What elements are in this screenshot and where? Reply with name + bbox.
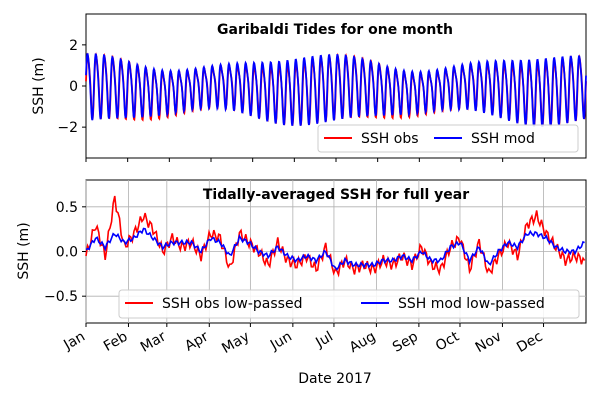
lowpass-x-tick-label: Sep (390, 329, 421, 356)
lowpass-legend-box (118, 289, 580, 319)
lowpass-x-tick-label: Feb (101, 329, 131, 355)
lowpass-title: Tidally-averaged SSH for full year (203, 187, 469, 203)
tides-legend-obs-label: SSH obs (361, 131, 419, 147)
lowpass-series-line-mod (85, 227, 585, 271)
lowpass-legend-mod-label: SSH mod low-passed (398, 296, 545, 312)
tides-y-tick-label: 2 (69, 38, 78, 54)
lowpass-y-tick-label: 0.5 (56, 200, 78, 216)
lowpass-x-tick-label: Jan (60, 329, 88, 354)
lowpass-x-tick-label: Nov (473, 329, 505, 357)
lowpass-x-tick-label: Dec (514, 329, 545, 356)
lowpass-x-tick-label: Jun (267, 329, 295, 354)
lowpass-series-line-obs (85, 195, 586, 278)
tides-legend-mod-label: SSH mod (471, 131, 535, 147)
lowpass-x-tick-label: Aug (347, 329, 379, 357)
tides-y-tick-label: −2 (57, 120, 78, 136)
lowpass-x-tick-label: Jul (312, 329, 336, 352)
lowpass-x-tick-label: May (219, 329, 252, 357)
tides-legend: SSH obs SSH mod (317, 124, 579, 153)
tides-y-tick-label: 0 (69, 79, 78, 95)
lowpass-y-axis-label: SSH (m) (16, 222, 32, 279)
lowpass-y-tick-label: 0.0 (56, 245, 78, 261)
lowpass-x-tick-label: Oct (433, 328, 462, 354)
lowpass-legend: SSH obs low-passed SSH mod low-passed (118, 289, 580, 319)
tides-series-line-mod (85, 53, 587, 127)
tides-title: Garibaldi Tides for one month (217, 22, 453, 38)
lowpass-panel: −0.5 0.0 0.5 Jan Feb Mar Apr May Jun Jul Aug Sep Oc… (16, 179, 587, 387)
lowpass-y-tick-label: −0.5 (44, 289, 78, 305)
lowpass-x-tick-label: Apr (182, 328, 211, 354)
tides-y-axis-label: SSH (m) (31, 57, 47, 114)
lowpass-legend-obs-label: SSH obs low-passed (162, 296, 302, 312)
lowpass-x-axis-label: Date 2017 (298, 371, 372, 387)
tides-panel: −2 0 2 Garibaldi Tides for one month SSH (… (31, 13, 587, 162)
lowpass-x-tick-label: Mar (138, 328, 169, 355)
